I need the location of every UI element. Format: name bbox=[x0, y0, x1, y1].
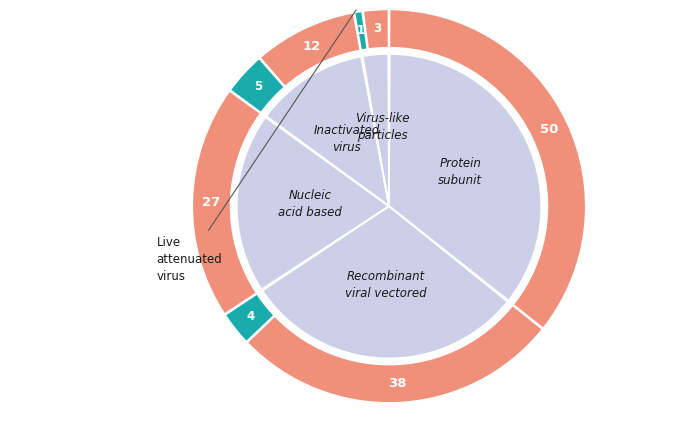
Text: 38: 38 bbox=[388, 377, 406, 390]
Text: Inactivated
virus: Inactivated virus bbox=[314, 124, 380, 154]
Text: 3: 3 bbox=[373, 23, 381, 35]
Wedge shape bbox=[389, 54, 541, 300]
Text: Protein
subunit: Protein subunit bbox=[438, 157, 482, 187]
Wedge shape bbox=[363, 9, 388, 49]
Text: 50: 50 bbox=[540, 122, 558, 136]
Text: Nucleic
acid based: Nucleic acid based bbox=[278, 190, 342, 219]
Text: Recombinant
viral vectored: Recombinant viral vectored bbox=[345, 270, 426, 300]
Text: Live
attenuated
virus: Live attenuated virus bbox=[156, 10, 356, 283]
Text: 27: 27 bbox=[202, 196, 221, 209]
Wedge shape bbox=[266, 57, 389, 206]
Text: 12: 12 bbox=[303, 40, 321, 53]
Wedge shape bbox=[355, 11, 367, 50]
Wedge shape bbox=[260, 13, 360, 86]
Wedge shape bbox=[390, 9, 586, 328]
Text: 4: 4 bbox=[246, 310, 254, 323]
Text: 1: 1 bbox=[357, 24, 365, 37]
Text: Virus-like
particles: Virus-like particles bbox=[355, 112, 409, 142]
Wedge shape bbox=[362, 54, 389, 206]
Wedge shape bbox=[247, 306, 543, 403]
Wedge shape bbox=[225, 294, 274, 342]
Wedge shape bbox=[192, 91, 260, 314]
Text: 5: 5 bbox=[254, 80, 262, 93]
Wedge shape bbox=[262, 206, 508, 358]
Wedge shape bbox=[237, 117, 389, 289]
Wedge shape bbox=[230, 59, 284, 113]
